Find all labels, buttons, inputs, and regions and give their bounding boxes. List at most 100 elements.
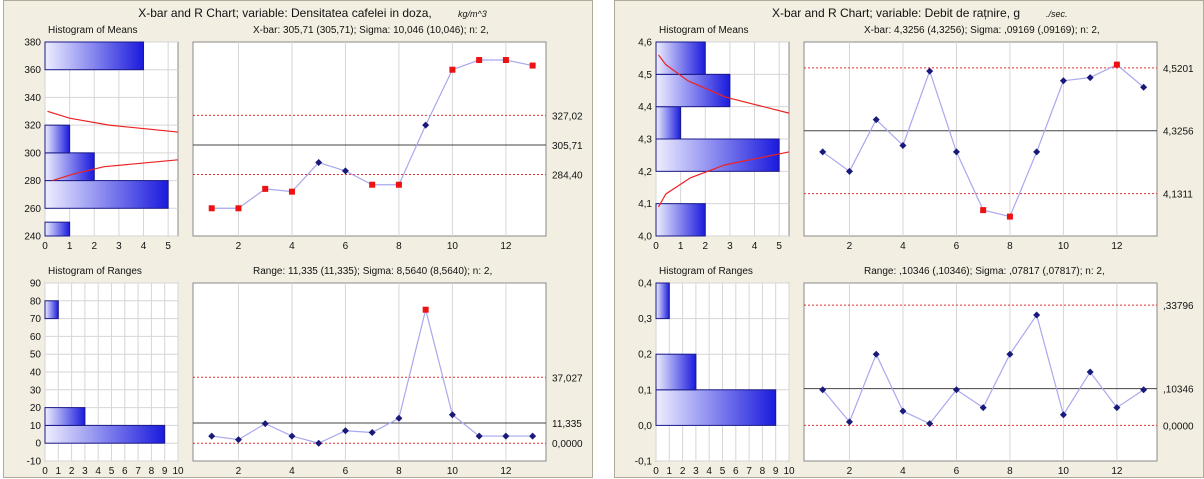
range-data-point xyxy=(261,420,269,428)
histogram-bar xyxy=(655,389,777,426)
histogram-bar xyxy=(655,282,670,320)
title-unit: ./sec. xyxy=(1046,9,1068,19)
xbar-lcl-label: 4,1311 xyxy=(1163,190,1193,201)
xbar-alarm-point xyxy=(449,66,456,73)
range-data-point xyxy=(529,432,537,440)
xbar-alarm-point xyxy=(529,62,536,69)
range-lcl-label: 0,0000 xyxy=(552,439,583,450)
histogram-x-tick-label: 2 xyxy=(702,241,708,252)
xbar-data-point xyxy=(1086,74,1094,82)
xbar-x-tick-label: 6 xyxy=(343,241,349,252)
range-x-tick-label: 6 xyxy=(954,466,960,477)
range-data-point xyxy=(952,386,960,394)
histogram-x-tick-label: 5 xyxy=(720,466,726,477)
xbar-alarm-point xyxy=(288,188,295,195)
histogram-x-tick-label: 0 xyxy=(653,241,659,252)
histogram-y-tick-label: 0,1 xyxy=(638,385,652,396)
histogram-y-tick-label: 20 xyxy=(30,403,42,414)
xbar-data-point xyxy=(872,116,880,124)
right-chart-panel: X-bar and R Chart; variable: Debit de ra… xyxy=(614,0,1204,478)
range-center-label: 11,335 xyxy=(552,419,582,430)
xbar-x-tick-label: 8 xyxy=(396,241,402,252)
histogram-y-tick-label: 340 xyxy=(24,93,41,104)
histogram-y-tick-label: 320 xyxy=(24,121,41,132)
xbar-data-point xyxy=(315,159,323,167)
range-data-point xyxy=(502,432,510,440)
title-unit: kg/m^3 xyxy=(458,9,487,19)
histogram-x-tick-label: 3 xyxy=(693,466,699,477)
histogram-y-tick-label: 300 xyxy=(24,148,41,159)
range-x-tick-label: 2 xyxy=(236,466,242,477)
histogram-x-tick-label: 6 xyxy=(122,466,128,477)
histogram-x-tick-label: 2 xyxy=(680,466,686,477)
xbar-data-point xyxy=(1059,77,1067,85)
range-data-point xyxy=(368,429,376,437)
histogram-x-tick-label: 2 xyxy=(69,466,75,477)
histogram-x-tick-label: 5 xyxy=(165,241,171,252)
histogram-y-tick-label: 0,4 xyxy=(638,279,652,290)
xbar-alarm-point xyxy=(235,205,242,212)
range-x-tick-label: 10 xyxy=(1058,466,1070,477)
xbar-data-point xyxy=(926,67,934,75)
histogram-x-tick-label: 4 xyxy=(141,241,147,252)
range-x-tick-label: 4 xyxy=(289,466,295,477)
range-data-point xyxy=(926,420,934,428)
xbar-data-point xyxy=(422,121,430,129)
histogram-bar xyxy=(44,152,95,182)
range-plot-area xyxy=(803,282,1158,462)
range-alarm-point xyxy=(422,306,429,313)
histogram-bar xyxy=(655,203,706,237)
histogram-y-tick-label: -10 xyxy=(27,457,42,468)
histogram-x-tick-label: 4 xyxy=(752,241,758,252)
xbar-center-label: 305,71 xyxy=(552,141,583,152)
histogram-y-tick-label: 4,6 xyxy=(638,38,652,49)
histogram-bar xyxy=(655,73,731,108)
histogram-y-tick-label: 70 xyxy=(30,314,42,325)
xbar-data-point xyxy=(952,148,960,156)
xbar-x-tick-label: 12 xyxy=(1111,241,1123,252)
histogram-y-tick-label: 10 xyxy=(30,421,42,432)
histogram-y-tick-label: 90 xyxy=(30,279,42,290)
xbar-subtitle: X-bar: 4,3256 (4,3256); Sigma: ,09169 (,… xyxy=(864,25,1100,36)
range-ucl-label: 37,027 xyxy=(552,373,583,384)
means-histogram-title: Histogram of Means xyxy=(659,25,748,36)
xbar-x-tick-label: 10 xyxy=(1058,241,1070,252)
xbar-lcl-label: 284,40 xyxy=(552,170,583,181)
xbar-x-tick-label: 2 xyxy=(847,241,853,252)
histogram-y-tick-label: 0,0 xyxy=(638,421,652,432)
chart-title: X-bar and R Chart; variable: Debit de ra… xyxy=(772,6,1020,20)
range-lcl-label: 0,0000 xyxy=(1163,421,1194,432)
histogram-y-tick-label: 4,5 xyxy=(638,70,652,81)
histogram-x-tick-label: 7 xyxy=(746,466,752,477)
histogram-y-tick-label: 80 xyxy=(30,296,42,307)
xbar-x-tick-label: 2 xyxy=(236,241,242,252)
xbar-data-point xyxy=(819,148,827,156)
range-x-tick-label: 8 xyxy=(396,466,402,477)
range-data-point xyxy=(448,411,456,419)
range-x-tick-label: 8 xyxy=(1007,466,1013,477)
histogram-x-tick-label: 10 xyxy=(172,466,184,477)
histogram-y-tick-label: 4,3 xyxy=(638,135,652,146)
xbar-alarm-point xyxy=(476,57,483,64)
histogram-x-tick-label: 10 xyxy=(783,466,795,477)
range-data-point xyxy=(872,350,880,358)
histogram-x-tick-label: 9 xyxy=(773,466,779,477)
histogram-y-tick-label: 50 xyxy=(30,350,42,361)
xbar-data-point xyxy=(341,167,349,175)
histogram-x-tick-label: 7 xyxy=(135,466,141,477)
histogram-y-tick-label: 4,4 xyxy=(638,102,652,113)
range-data-point xyxy=(1086,368,1094,376)
xbar-alarm-point xyxy=(502,57,509,64)
range-data-point xyxy=(1006,350,1014,358)
histogram-y-tick-label: 4,2 xyxy=(638,167,652,178)
xbar-x-tick-label: 12 xyxy=(500,241,512,252)
histogram-bar xyxy=(44,407,86,426)
histogram-y-tick-label: 40 xyxy=(30,368,42,379)
range-data-point xyxy=(208,432,216,440)
range-data-point xyxy=(315,439,323,447)
range-data-point xyxy=(819,386,827,394)
range-data-point xyxy=(1033,311,1041,319)
range-center-label: ,10346 xyxy=(1163,385,1194,396)
histogram-y-tick-label: 260 xyxy=(24,204,41,215)
range-x-tick-label: 4 xyxy=(900,466,906,477)
